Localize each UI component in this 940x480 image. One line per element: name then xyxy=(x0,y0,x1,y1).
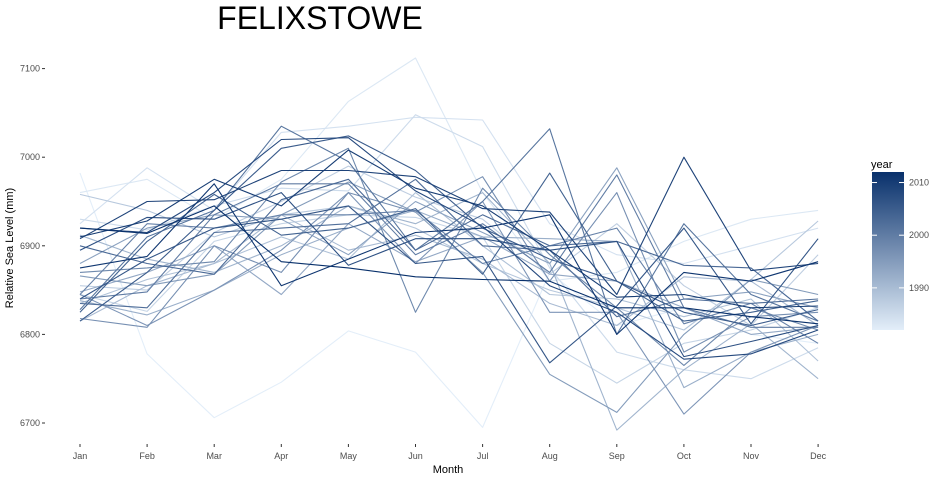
series-line-1990 xyxy=(79,214,819,327)
series-line-2008 xyxy=(79,137,819,360)
legend-colorbar xyxy=(872,172,904,330)
y-tick-label: 6700 xyxy=(20,418,40,428)
x-tick-label: Nov xyxy=(743,451,760,461)
series-line-1983 xyxy=(79,57,819,282)
series-line-2004 xyxy=(79,172,819,322)
x-tick-label: May xyxy=(340,451,358,461)
color-legend: year 2010 2000 1990 xyxy=(871,159,929,330)
series-line-2003 xyxy=(79,178,819,322)
y-tick-label: 7000 xyxy=(20,152,40,162)
series-line-2005 xyxy=(79,135,819,327)
x-axis: Jan Feb Mar Apr May Jun Jul Aug Sep Oct Nov Dec xyxy=(73,444,827,461)
x-axis-title: Month xyxy=(433,464,464,476)
series-line-1986 xyxy=(79,214,819,384)
legend-title: year xyxy=(871,159,893,171)
y-tick-label: 7100 xyxy=(20,64,40,74)
series-line-1998 xyxy=(79,147,819,366)
x-tick-label: Apr xyxy=(274,451,288,461)
series-line-2006 xyxy=(79,205,819,364)
x-tick-label: Sep xyxy=(609,451,625,461)
legend-label: 2010 xyxy=(909,178,929,188)
x-tick-label: Dec xyxy=(810,451,827,461)
x-tick-label: Jun xyxy=(408,451,423,461)
chart-title: FELIXSTOWE xyxy=(217,0,423,36)
x-tick-label: Aug xyxy=(542,451,558,461)
y-tick-label: 6900 xyxy=(20,241,40,251)
series-lines xyxy=(79,57,819,431)
series-line-2010 xyxy=(79,149,819,309)
series-line-1994 xyxy=(79,167,819,309)
y-axis-title: Relative Sea Level (mm) xyxy=(4,188,16,308)
x-tick-label: Oct xyxy=(677,451,692,461)
series-line-2007 xyxy=(79,192,819,358)
legend-label: 1990 xyxy=(909,283,929,293)
y-axis: 6700 6800 6900 7000 7100 xyxy=(20,64,45,428)
series-line-1995 xyxy=(79,181,819,413)
y-tick-label: 6800 xyxy=(20,329,40,339)
legend-label: 2000 xyxy=(909,230,929,240)
series-line-1997 xyxy=(79,176,819,353)
series-line-1992 xyxy=(79,209,819,389)
series-line-2009 xyxy=(79,156,819,296)
x-tick-label: Jan xyxy=(73,451,88,461)
series-line-1984 xyxy=(79,116,819,265)
series-line-1988 xyxy=(79,193,819,331)
x-tick-label: Feb xyxy=(139,451,155,461)
series-line-1989 xyxy=(79,192,819,362)
x-tick-label: Jul xyxy=(477,451,489,461)
series-line-2001 xyxy=(79,125,819,335)
series-line-2011 xyxy=(79,183,819,335)
series-line-2012 xyxy=(79,205,819,325)
x-tick-label: Mar xyxy=(206,451,222,461)
series-line-2002 xyxy=(79,178,819,318)
